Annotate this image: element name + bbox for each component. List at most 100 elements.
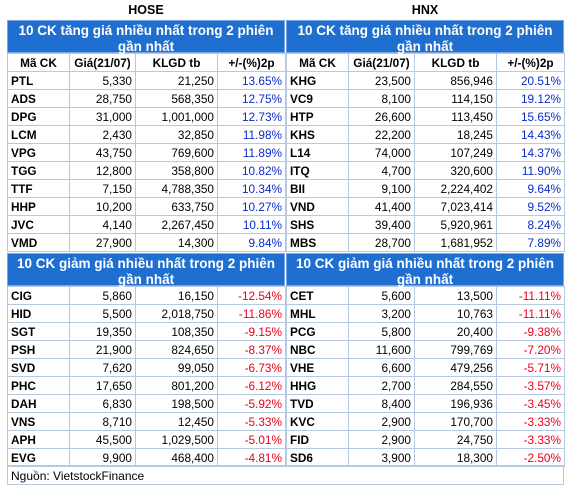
source-note: Nguồn: VietstockFinance xyxy=(7,465,564,485)
table-header-row: Mã CK Giá(21/07) KLGD tb +/-(%)2p xyxy=(286,53,565,72)
stock-code: MBS xyxy=(286,233,349,252)
table-row: SGT 19,350 108,350 -9.15% xyxy=(7,322,286,341)
price: 28,750 xyxy=(69,89,136,108)
table-row: NBC 11,600 799,769 -7.20% xyxy=(286,340,565,359)
stock-code: VNS xyxy=(7,412,70,431)
table-row: SD6 3,900 18,300 -2.50% xyxy=(286,448,565,467)
price-change-percent: -12.54% xyxy=(217,286,286,305)
hose-loss-title: 10 CK giảm giá nhiều nhất trong 2 phiên … xyxy=(7,253,285,287)
table-row: APH 45,500 1,029,500 -5.01% xyxy=(7,430,286,449)
table-row: CET 5,600 13,500 -11.11% xyxy=(286,286,565,305)
stock-code: VMD xyxy=(7,233,70,252)
table-row: TVD 8,400 196,936 -3.45% xyxy=(286,394,565,413)
column-header: +/-(%)2p xyxy=(496,53,565,72)
price: 22,200 xyxy=(348,125,415,144)
table-row: EVG 9,900 468,400 -4.81% xyxy=(7,448,286,467)
table-row: PSH 21,900 824,650 -8.37% xyxy=(7,340,286,359)
column-header: +/-(%)2p xyxy=(217,53,286,72)
stock-code: DAH xyxy=(7,394,70,413)
avg-volume: 824,650 xyxy=(135,340,218,359)
avg-volume: 113,450 xyxy=(414,107,497,126)
avg-volume: 2,018,750 xyxy=(135,304,218,323)
table-row: HHG 2,700 284,550 -3.57% xyxy=(286,376,565,395)
price: 28,700 xyxy=(348,233,415,252)
price-change-percent: 10.11% xyxy=(217,215,286,234)
price: 12,800 xyxy=(69,161,136,180)
table-row: DPG 31,000 1,001,000 12.73% xyxy=(7,107,286,126)
avg-volume: 32,850 xyxy=(135,125,218,144)
stock-code: ITQ xyxy=(286,161,349,180)
stock-code: APH xyxy=(7,430,70,449)
avg-volume: 1,001,000 xyxy=(135,107,218,126)
price-change-percent: -11.11% xyxy=(496,286,565,305)
table-row: VMD 27,900 14,300 9.84% xyxy=(7,233,286,252)
price: 3,900 xyxy=(348,448,415,467)
avg-volume: 196,936 xyxy=(414,394,497,413)
avg-volume: 18,245 xyxy=(414,125,497,144)
table-row: SVD 7,620 99,050 -6.73% xyxy=(7,358,286,377)
table-row: FID 2,900 24,750 -3.33% xyxy=(286,430,565,449)
avg-volume: 18,300 xyxy=(414,448,497,467)
avg-volume: 10,763 xyxy=(414,304,497,323)
avg-volume: 801,200 xyxy=(135,376,218,395)
table-row: TGG 12,800 358,800 10.82% xyxy=(7,161,286,180)
price: 74,000 xyxy=(348,143,415,162)
price: 19,350 xyxy=(69,322,136,341)
price-change-percent: -11.86% xyxy=(217,304,286,323)
hose-header: HOSE xyxy=(128,3,164,17)
price: 6,830 xyxy=(69,394,136,413)
price-change-percent: 20.51% xyxy=(496,71,565,90)
price: 3,200 xyxy=(348,304,415,323)
hnx-column: 10 CK tăng giá nhiều nhất trong 2 phiên … xyxy=(286,20,565,467)
hose-column: 10 CK tăng giá nhiều nhất trong 2 phiên … xyxy=(7,20,286,467)
price: 2,900 xyxy=(348,430,415,449)
table-row: LCM 2,430 32,850 11.98% xyxy=(7,125,286,144)
avg-volume: 633,750 xyxy=(135,197,218,216)
table-row: PCG 5,800 20,400 -9.38% xyxy=(286,322,565,341)
avg-volume: 12,450 xyxy=(135,412,218,431)
price-change-percent: -9.15% xyxy=(217,322,286,341)
stock-code: KHG xyxy=(286,71,349,90)
table-row: VND 41,400 7,023,414 9.52% xyxy=(286,197,565,216)
stock-code: MHL xyxy=(286,304,349,323)
stock-code: VHE xyxy=(286,358,349,377)
table-header-row: Mã CK Giá(21/07) KLGD tb +/-(%)2p xyxy=(7,53,286,72)
table-row: PTL 5,330 21,250 13.65% xyxy=(7,71,286,90)
price-change-percent: 19.12% xyxy=(496,89,565,108)
price: 2,430 xyxy=(69,125,136,144)
price: 2,900 xyxy=(348,412,415,431)
stock-code: KHS xyxy=(286,125,349,144)
price-change-percent: 8.24% xyxy=(496,215,565,234)
price-change-percent: -3.45% xyxy=(496,394,565,413)
stock-code: SVD xyxy=(7,358,70,377)
price: 43,750 xyxy=(69,143,136,162)
price: 4,700 xyxy=(348,161,415,180)
column-header: KLGD tb xyxy=(135,53,218,72)
stock-code: TVD xyxy=(286,394,349,413)
price: 31,000 xyxy=(69,107,136,126)
price: 5,330 xyxy=(69,71,136,90)
avg-volume: 108,350 xyxy=(135,322,218,341)
table-row: HHP 10,200 633,750 10.27% xyxy=(7,197,286,216)
stock-code: HTP xyxy=(286,107,349,126)
table-row: VPG 43,750 769,600 11.89% xyxy=(7,143,286,162)
price-change-percent: 7.89% xyxy=(496,233,565,252)
price-change-percent: 14.37% xyxy=(496,143,565,162)
stock-code: DPG xyxy=(7,107,70,126)
price: 23,500 xyxy=(348,71,415,90)
avg-volume: 568,350 xyxy=(135,89,218,108)
price-change-percent: -5.33% xyxy=(217,412,286,431)
price: 4,140 xyxy=(69,215,136,234)
price: 21,900 xyxy=(69,340,136,359)
price-change-percent: -4.81% xyxy=(217,448,286,467)
price-change-percent: -2.50% xyxy=(496,448,565,467)
stock-code: PHC xyxy=(7,376,70,395)
stock-code: FID xyxy=(286,430,349,449)
avg-volume: 13,500 xyxy=(414,286,497,305)
stock-code: HHP xyxy=(7,197,70,216)
price: 2,700 xyxy=(348,376,415,395)
stock-code: PSH xyxy=(7,340,70,359)
price: 26,600 xyxy=(348,107,415,126)
table-row: HID 5,500 2,018,750 -11.86% xyxy=(7,304,286,323)
price-change-percent: 10.27% xyxy=(217,197,286,216)
